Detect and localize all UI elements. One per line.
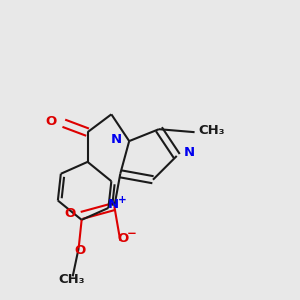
Text: N: N xyxy=(110,133,122,146)
Text: O: O xyxy=(46,115,57,128)
Text: −: − xyxy=(127,227,136,240)
Text: O: O xyxy=(74,244,86,257)
Text: CH₃: CH₃ xyxy=(199,124,225,137)
Text: +: + xyxy=(117,195,126,205)
Text: N: N xyxy=(184,146,195,160)
Text: O: O xyxy=(118,232,129,245)
Text: O: O xyxy=(64,206,75,220)
Text: CH₃: CH₃ xyxy=(58,273,85,286)
Text: N: N xyxy=(107,199,118,212)
